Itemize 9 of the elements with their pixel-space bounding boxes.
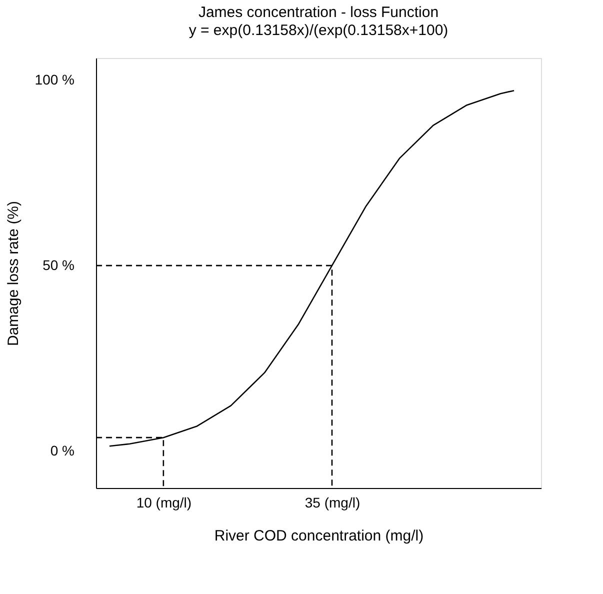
x-tick-label: 35 (mg/l) [304, 494, 360, 510]
y-axis-title: Damage loss rate (%) [4, 200, 22, 346]
chart-subtitle: y = exp(0.13158x)/(exp(0.13158x+100) [188, 22, 448, 39]
y-tick-label: 0 % [50, 442, 74, 458]
x-axis-title: River COD concentration (mg/l) [214, 528, 424, 544]
y-tick-label: 50 % [42, 257, 74, 274]
chart-title: James concentration - loss Function [198, 4, 439, 21]
x-tick-label: 10 (mg/l) [136, 494, 192, 510]
y-tick-label: 100 % [34, 72, 74, 88]
